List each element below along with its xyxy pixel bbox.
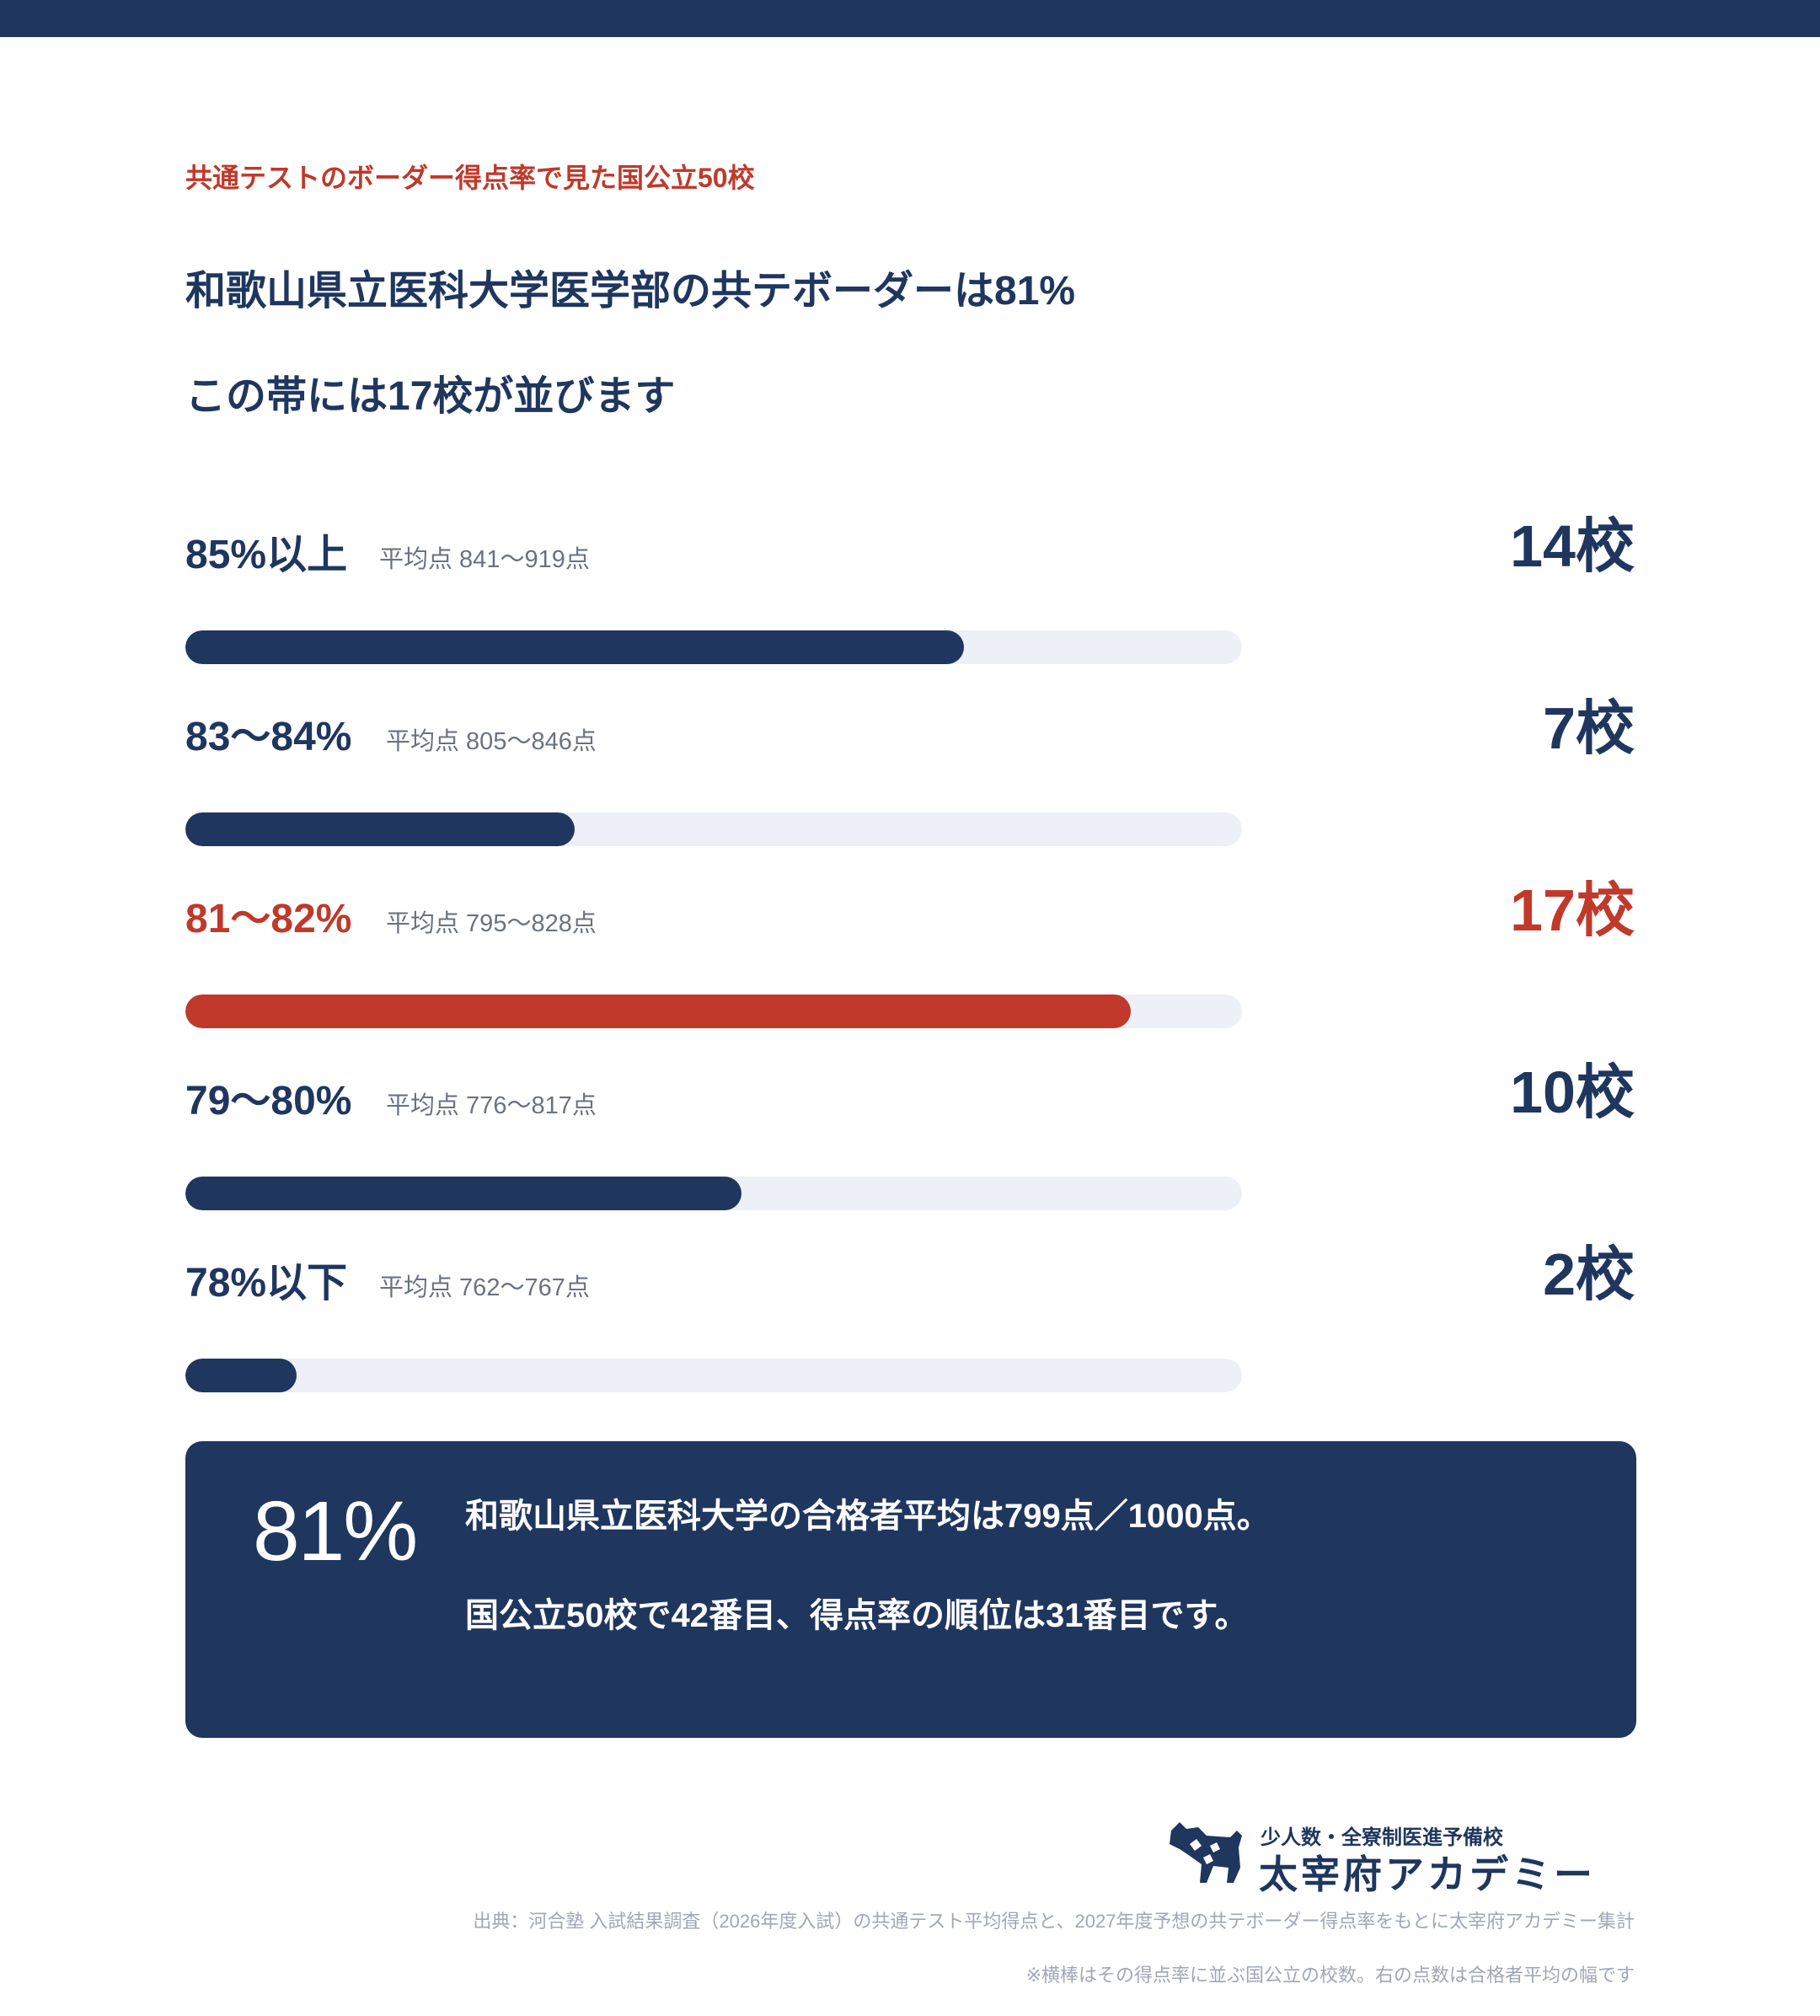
category-label: 78%以下 [185, 1261, 348, 1306]
chart-row: 81〜82% 平均点 795〜828点 17校 [185, 877, 1635, 1067]
chart-row: 85%以上 平均点 841〜919点 14校 [185, 513, 1635, 703]
school-count-label: 17校 [1510, 877, 1635, 943]
dog-silhouette-icon [1170, 1822, 1242, 1883]
chart-row: 83〜84% 平均点 805〜846点 7校 [185, 695, 1635, 885]
category-label: 83〜84% [185, 715, 352, 759]
bar-fill [185, 630, 964, 664]
category-label: 85%以上 [185, 533, 348, 577]
callout-line-1: 和歌山県立医科大学の合格者平均は799点／1000点。 [465, 1498, 1271, 1535]
summary-callout: 81% 和歌山県立医科大学の合格者平均は799点／1000点。 国公立50校で4… [185, 1441, 1636, 1738]
school-count-label: 14校 [1510, 513, 1635, 579]
school-count-label: 7校 [1543, 695, 1635, 761]
average-score-range: 平均点 805〜846点 [386, 728, 597, 755]
logo-name: 太宰府アカデミー [1259, 1852, 1596, 1897]
bar-track [185, 1177, 1242, 1210]
headline-primary: 和歌山県立医科大学医学部の共テボーダーは81% [185, 269, 1076, 314]
average-score-range: 平均点 841〜919点 [379, 546, 590, 573]
bar-track [185, 630, 1242, 664]
chart-row: 78%以下 平均点 762〜767点 2校 [185, 1241, 1635, 1431]
bar-track [185, 1359, 1242, 1392]
average-score-range: 平均点 762〜767点 [379, 1274, 590, 1301]
bar-fill [185, 1177, 741, 1210]
callout-line-2: 国公立50校で42番目、得点率の順位は31番目です。 [465, 1597, 1249, 1634]
school-count-label: 10校 [1510, 1059, 1635, 1125]
top-accent-bar [0, 0, 1820, 37]
average-score-range: 平均点 795〜828点 [386, 910, 597, 937]
school-count-label: 2校 [1543, 1241, 1635, 1307]
logo-tagline: 少人数・全寮制医進予備校 [1261, 1825, 1503, 1849]
chart-row: 79〜80% 平均点 776〜817点 10校 [185, 1059, 1635, 1249]
bar-track [185, 995, 1242, 1028]
callout-percent: 81% [253, 1484, 418, 1579]
brand-logo: 少人数・全寮制医進予備校 太宰府アカデミー [1164, 1814, 1636, 1897]
bar-fill [185, 1359, 297, 1392]
bar-track [185, 812, 1242, 846]
headline-secondary: この帯には17校が並びます [185, 374, 676, 419]
category-label: 79〜80% [185, 1079, 352, 1123]
bar-fill [185, 812, 575, 846]
kicker-text: 共通テストのボーダー得点率で見た国公立50校 [185, 163, 755, 193]
explanatory-footnote: ※横棒はその得点率に並ぶ国公立の校数。右の点数は合格者平均の幅です [1025, 1965, 1635, 1986]
category-label: 81〜82% [185, 897, 352, 941]
source-footnote: 出典：河合塾 入試結果調査（2026年度入試）の共通テスト平均得点と、2027年… [473, 1911, 1635, 1932]
average-score-range: 平均点 776〜817点 [386, 1092, 597, 1119]
bar-fill [185, 995, 1131, 1028]
